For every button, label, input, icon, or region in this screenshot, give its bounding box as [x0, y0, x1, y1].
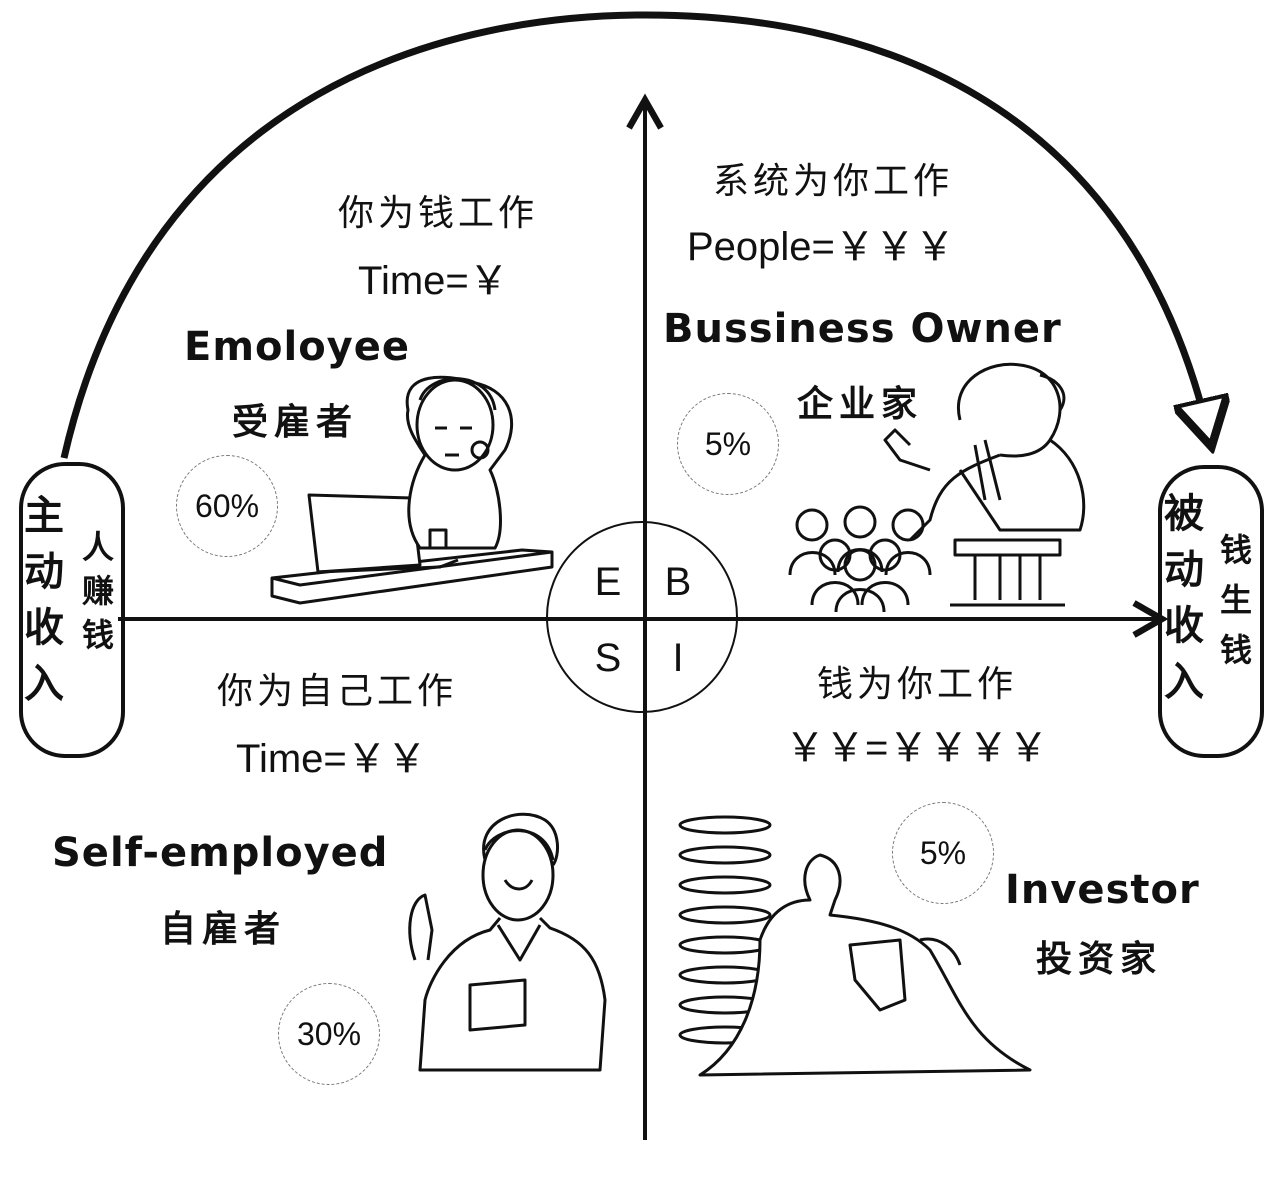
employee-formula: Time=￥ — [358, 259, 509, 303]
stressed-worker-at-laptop — [270, 375, 554, 605]
self-employed-formula: Time=￥￥ — [236, 737, 427, 781]
business-owner-role-cn: 企业家 — [797, 384, 924, 425]
investor-percent-badge: 5% — [892, 802, 994, 904]
quadrant-letter-b: B — [664, 560, 692, 604]
boss-with-team — [788, 362, 1086, 613]
investor-formula: ￥￥=￥￥￥￥ — [785, 726, 1049, 770]
passive-income-pill — [1158, 465, 1264, 758]
employee-percent-badge: 60% — [176, 455, 278, 557]
curved-arrow-icon — [60, 11, 1210, 459]
investor-role-cn: 投资家 — [1036, 939, 1163, 980]
man-relaxing-by-coin-stack — [678, 815, 1032, 1077]
employee-role-cn: 受雇者 — [232, 402, 359, 443]
self-employed-tagline: 你为自己工作 — [217, 671, 458, 712]
active-income-pill — [19, 462, 125, 758]
smiling-man-with-tablet — [408, 812, 607, 1072]
active-income-title: 主动收入 — [24, 493, 64, 707]
passive-income-title: 被动收入 — [1164, 491, 1204, 705]
investor-tagline: 钱为你工作 — [817, 664, 1018, 705]
employee-tagline: 你为钱工作 — [338, 193, 539, 234]
passive-income-subtitle: 钱生钱 — [1219, 531, 1252, 669]
self-employed-percent-badge: 30% — [278, 983, 380, 1085]
quadrant-letter-e: E — [594, 560, 622, 604]
business-owner-percent-badge: 5% — [677, 393, 779, 495]
esbi-circle — [546, 521, 738, 713]
investor-role: Investor — [1005, 867, 1200, 913]
business-owner-role: Bussiness Owner — [663, 306, 1062, 352]
business-owner-formula: People=￥￥￥ — [687, 225, 955, 269]
quadrant-letter-s: S — [594, 636, 622, 680]
business-owner-tagline: 系统为你工作 — [713, 161, 954, 202]
quadrant-letter-i: I — [672, 636, 684, 680]
active-income-subtitle: 人赚钱 — [81, 528, 114, 654]
self-employed-role-cn: 自雇者 — [160, 909, 287, 950]
employee-role: Emoloyee — [184, 324, 411, 370]
self-employed-role: Self-employed — [52, 830, 389, 876]
